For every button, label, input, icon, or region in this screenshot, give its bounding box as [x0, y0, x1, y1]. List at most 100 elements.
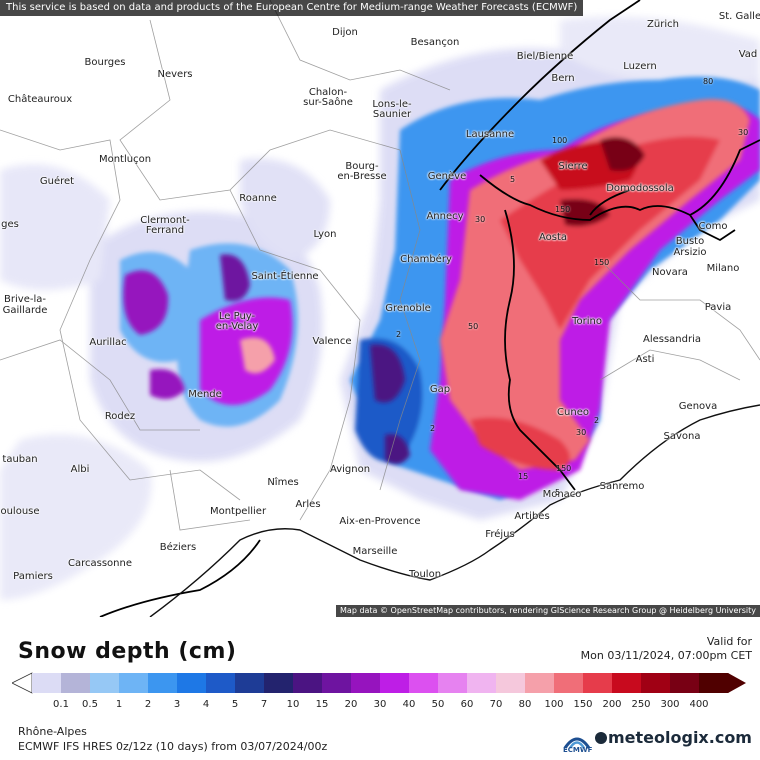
city-label: Pavia [704, 302, 732, 313]
contour-label: 2 [396, 330, 402, 339]
city-label: Saunier [372, 109, 412, 120]
city-label: Lyon [313, 229, 337, 240]
city-label: Pamiers [13, 571, 53, 582]
colorbar-segment [438, 673, 468, 693]
city-label: Luzern [623, 61, 657, 72]
contour-label: 150 [556, 464, 572, 473]
colorbar-tick-label: 5 [231, 699, 239, 710]
colorbar-segment [177, 673, 207, 693]
city-label: Le Puy- [218, 311, 256, 322]
city-label: Monaco [542, 489, 582, 500]
city-label: Chambéry [400, 254, 452, 265]
city-label: Montpellier [209, 506, 267, 517]
city-label: Lons-le- [372, 99, 412, 110]
contour-label: 5 [555, 488, 561, 497]
colorbar-segment [322, 673, 352, 693]
ecmwf-notice: This service is based on data and produc… [0, 0, 584, 16]
city-label: Aosta [538, 232, 568, 243]
city-label: Domodossola [606, 183, 674, 194]
colorbar-segment [235, 673, 265, 693]
colorbar-segment [496, 673, 526, 693]
colorbar-segment [351, 673, 381, 693]
city-label: Cuneo [557, 407, 589, 418]
valid-for-label: Valid for [706, 635, 752, 648]
city-label: Rodez [104, 411, 136, 422]
colorbar-tick-label: 70 [489, 699, 503, 710]
contour-label: 30 [576, 428, 587, 437]
colorbar-tick-label: 30 [373, 699, 387, 710]
contour-label: 50 [468, 322, 479, 331]
city-label: Zürich [647, 19, 679, 30]
snow-layer-red [240, 99, 750, 471]
colorbar-segment [583, 673, 613, 693]
map-title: Snow depth (cm) [18, 639, 237, 664]
colorbar-tick-label: 300 [660, 699, 680, 710]
city-label: Fréjus [485, 529, 515, 540]
city-label: Gap [429, 384, 451, 395]
city-label: Novara [652, 267, 688, 278]
city-label: Dijon [332, 27, 358, 38]
city-label: Montluçon [98, 154, 152, 165]
colorbar-segment [32, 673, 62, 693]
city-label: Arsizio [673, 247, 707, 258]
contour-label: 2 [430, 424, 436, 433]
colorbar-tick-label: 80 [518, 699, 532, 710]
colorbar-max-arrow [728, 673, 746, 693]
colorbar-tick-label: 2 [144, 699, 152, 710]
colorbar-segment [90, 673, 120, 693]
city-label: Valence [312, 336, 352, 347]
colorbar-tick-label: 0.5 [82, 699, 98, 710]
city-label: Como [698, 221, 728, 232]
contour-label: 30 [475, 215, 486, 224]
colorbar-tick-label: 150 [573, 699, 593, 710]
city-label: en-Bresse [337, 171, 387, 182]
city-label: Ferrand [145, 225, 185, 236]
city-label: Carcassonne [68, 558, 132, 569]
city-label: Bourges [84, 57, 126, 68]
city-label: Annecy [426, 211, 464, 222]
region-name: Rhône-Alpes [18, 725, 87, 738]
city-label: Nîmes [267, 477, 299, 488]
colorbar-tick-label: 10 [286, 699, 300, 710]
city-label: ges [1, 219, 19, 230]
colorbar [12, 672, 746, 694]
city-label: Saint-Étienne [251, 271, 319, 282]
colorbar-segment [409, 673, 439, 693]
colorbar-segment [641, 673, 671, 693]
colorbar-segment [119, 673, 149, 693]
contour-label: 15 [518, 472, 529, 481]
city-label: Genève [427, 171, 467, 182]
map-canvas [0, 0, 760, 617]
brand-name[interactable]: meteologix.com [608, 728, 752, 747]
snow-depth-map[interactable]: This service is based on data and produc… [0, 0, 760, 617]
map-attribution[interactable]: Map data © OpenStreetMap contributors, r… [336, 605, 760, 617]
city-label: oulouse [0, 506, 40, 517]
colorbar-segment [554, 673, 584, 693]
model-run-info: ECMWF IFS HRES 0z/12z (10 days) from 03/… [18, 740, 328, 753]
city-label: Torino [572, 316, 602, 327]
contour-label: 80 [703, 77, 714, 86]
colorbar-tick-label: 100 [544, 699, 564, 710]
colorbar-segment [148, 673, 178, 693]
city-label: Asti [635, 354, 655, 365]
ecmwf-logo-icon [563, 737, 591, 749]
colorbar-segment [293, 673, 323, 693]
colorbar-tick-label: 7 [260, 699, 268, 710]
colorbar-tick-label: 20 [344, 699, 358, 710]
colorbar-segment [525, 673, 555, 693]
colorbar-segment [670, 673, 700, 693]
legend-footer: Snow depth (cm) Valid for Mon 03/11/2024… [0, 617, 760, 760]
contour-label: 2 [594, 416, 600, 425]
city-label: Mende [188, 389, 222, 400]
city-label: Genova [678, 401, 718, 412]
colorbar-segment [206, 673, 236, 693]
contour-label: 150 [555, 205, 571, 214]
city-label: Besançon [410, 37, 460, 48]
city-label: Marseille [352, 546, 398, 557]
city-label: Alessandria [642, 334, 702, 345]
city-label: Lausanne [465, 129, 515, 140]
city-label: Châteauroux [7, 94, 73, 105]
colorbar-segment [264, 673, 294, 693]
colorbar-segment [467, 673, 497, 693]
colorbar-tick-label: 60 [460, 699, 474, 710]
